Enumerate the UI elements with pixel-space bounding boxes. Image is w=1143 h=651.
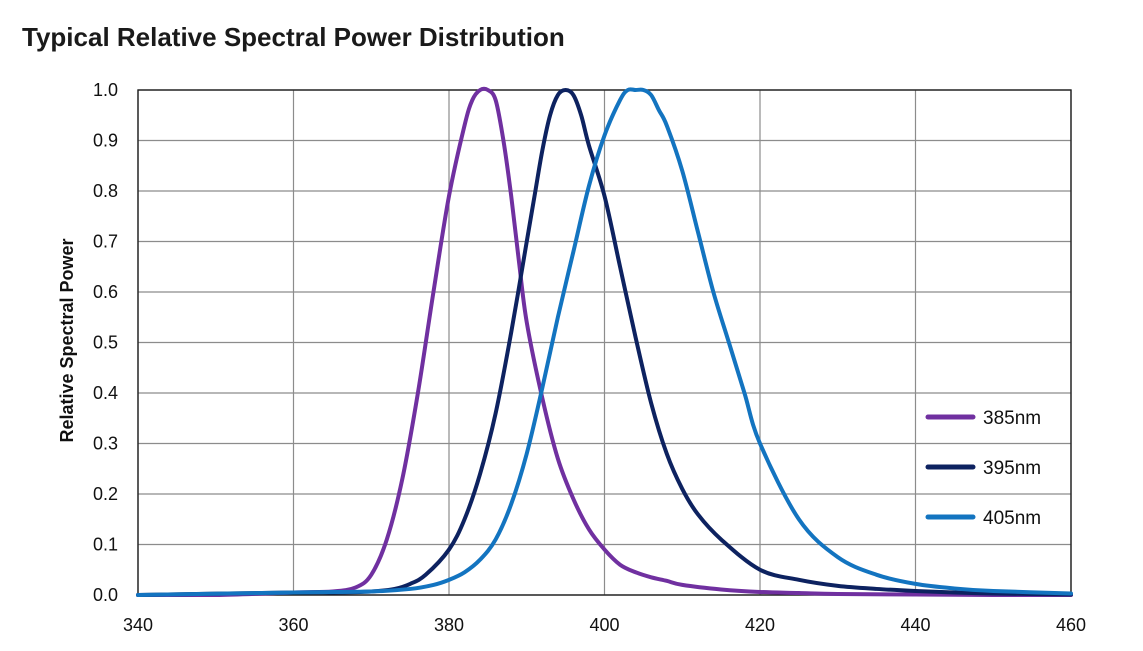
x-tick-label: 340 bbox=[123, 615, 153, 635]
legend-label: 395nm bbox=[983, 458, 1041, 479]
x-tick-label: 440 bbox=[900, 615, 930, 635]
plot-frame bbox=[137, 89, 1072, 596]
x-tick-label: 420 bbox=[745, 615, 775, 635]
x-tick-label: 460 bbox=[1056, 615, 1086, 635]
y-tick-label: 0.5 bbox=[93, 333, 118, 353]
x-tick-label: 400 bbox=[589, 615, 619, 635]
legend-label: 405nm bbox=[983, 508, 1041, 529]
chart-title: Typical Relative Spectral Power Distribu… bbox=[22, 22, 565, 52]
series-line-385nm bbox=[136, 86, 1073, 598]
y-axis-label: Relative Spectral Power bbox=[57, 238, 77, 442]
series-line-395nm bbox=[136, 88, 1073, 597]
x-tick-label: 380 bbox=[434, 615, 464, 635]
axis-ticks: 340 360 380 400 420 440 460 0.0 0.1 0.2 0.3 0.4 0.5 0… bbox=[93, 80, 1086, 635]
series-lines bbox=[136, 86, 1073, 598]
legend: 385nm 395nm 405nm bbox=[925, 408, 1041, 529]
x-tick-label: 360 bbox=[278, 615, 308, 635]
y-tick-label: 0.8 bbox=[93, 181, 118, 201]
y-tick-label: 0.0 bbox=[93, 585, 118, 605]
y-tick-label: 0.4 bbox=[93, 383, 118, 403]
y-tick-label: 0.6 bbox=[93, 282, 118, 302]
y-tick-label: 0.2 bbox=[93, 484, 118, 504]
series-line-405nm bbox=[136, 87, 1073, 597]
y-tick-label: 0.7 bbox=[93, 232, 118, 252]
legend-label: 385nm bbox=[983, 408, 1041, 429]
y-tick-label: 0.9 bbox=[93, 131, 118, 151]
y-tick-label: 0.3 bbox=[93, 434, 118, 454]
y-tick-label: 0.1 bbox=[93, 535, 118, 555]
y-tick-label: 1.0 bbox=[93, 80, 118, 100]
